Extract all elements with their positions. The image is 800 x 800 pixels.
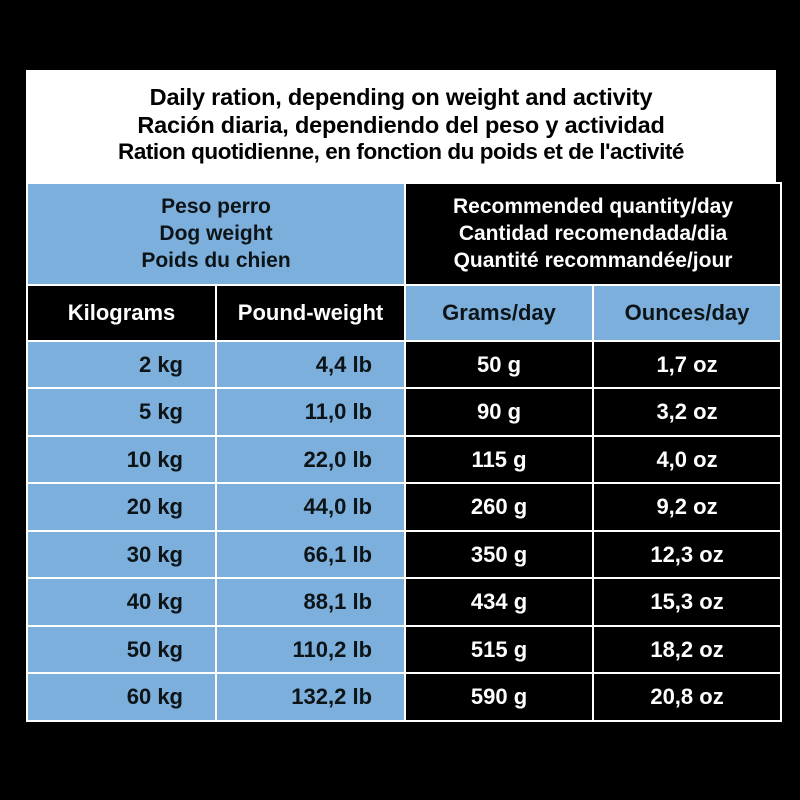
ration-table-body: Peso perro Dog weight Poids du chien Rec… bbox=[28, 184, 781, 720]
cell-grams-day: 434 g bbox=[406, 579, 593, 625]
cell-grams-day: 260 g bbox=[406, 484, 593, 530]
cell-pound-weight: 4,4 lb bbox=[217, 341, 405, 388]
group-header-dog-weight: Peso perro Dog weight Poids du chien bbox=[28, 184, 405, 285]
table-row: 50 kg 110,2 lb 515 g 18,2 oz bbox=[28, 626, 781, 673]
chart-title-english: Daily ration, depending on weight and ac… bbox=[149, 84, 653, 110]
cell-kilograms: 60 kg bbox=[28, 674, 215, 720]
chart-title-french: Ration quotidienne, en fonction du poids… bbox=[118, 139, 684, 165]
cell-ounces-day: 3,2 oz bbox=[594, 389, 781, 435]
cell-kilograms: 2 kg bbox=[28, 341, 215, 388]
cell-kilograms: 30 kg bbox=[28, 531, 215, 578]
cell-pound-weight: 44,0 lb bbox=[217, 484, 405, 530]
chart-title-block: Daily ration, depending on weight and ac… bbox=[26, 70, 776, 182]
column-header-row: Kilograms Pound-weight Grams/day Ounces/… bbox=[28, 286, 781, 340]
column-header-kilograms: Kilograms bbox=[28, 286, 215, 340]
group-header-recommended-quantity: Recommended quantity/day Cantidad recome… bbox=[406, 184, 781, 285]
ration-table: Peso perro Dog weight Poids du chien Rec… bbox=[26, 182, 783, 722]
cell-grams-day: 115 g bbox=[406, 436, 593, 483]
group-header-dog-weight-spanish: Peso perro bbox=[161, 194, 271, 218]
group-header-dog-weight-french: Poids du chien bbox=[141, 248, 291, 272]
cell-grams-day: 50 g bbox=[406, 341, 593, 388]
table-row: 20 kg 44,0 lb 260 g 9,2 oz bbox=[28, 484, 781, 530]
cell-pound-weight: 132,2 lb bbox=[217, 674, 405, 720]
table-row: 5 kg 11,0 lb 90 g 3,2 oz bbox=[28, 389, 781, 435]
cell-ounces-day: 20,8 oz bbox=[594, 674, 781, 720]
cell-grams-day: 590 g bbox=[406, 674, 593, 720]
table-row: 2 kg 4,4 lb 50 g 1,7 oz bbox=[28, 341, 781, 388]
table-row: 30 kg 66,1 lb 350 g 12,3 oz bbox=[28, 531, 781, 578]
cell-pound-weight: 110,2 lb bbox=[217, 626, 405, 673]
table-row: 10 kg 22,0 lb 115 g 4,0 oz bbox=[28, 436, 781, 483]
chart-title-spanish: Ración diaria, dependiendo del peso y ac… bbox=[137, 111, 665, 138]
cell-kilograms: 40 kg bbox=[28, 579, 215, 625]
cell-pound-weight: 88,1 lb bbox=[217, 579, 405, 625]
column-header-grams-day: Grams/day bbox=[406, 286, 593, 340]
cell-ounces-day: 1,7 oz bbox=[594, 341, 781, 388]
cell-grams-day: 515 g bbox=[406, 626, 593, 673]
cell-pound-weight: 11,0 lb bbox=[217, 389, 405, 435]
cell-ounces-day: 9,2 oz bbox=[594, 484, 781, 530]
group-header-quantity-english: Recommended quantity/day bbox=[452, 194, 734, 218]
cell-grams-day: 90 g bbox=[406, 389, 593, 435]
cell-grams-day: 350 g bbox=[406, 531, 593, 578]
column-header-ounces-day: Ounces/day bbox=[594, 286, 781, 340]
cell-kilograms: 50 kg bbox=[28, 626, 215, 673]
cell-ounces-day: 15,3 oz bbox=[594, 579, 781, 625]
group-header-row: Peso perro Dog weight Poids du chien Rec… bbox=[28, 184, 781, 285]
cell-ounces-day: 18,2 oz bbox=[594, 626, 781, 673]
group-header-quantity-spanish: Cantidad recomendada/dia bbox=[458, 221, 728, 245]
cell-ounces-day: 4,0 oz bbox=[594, 436, 781, 483]
cell-kilograms: 20 kg bbox=[28, 484, 215, 530]
column-header-pound-weight: Pound-weight bbox=[217, 286, 405, 340]
table-row: 60 kg 132,2 lb 590 g 20,8 oz bbox=[28, 674, 781, 720]
cell-kilograms: 5 kg bbox=[28, 389, 215, 435]
cell-pound-weight: 22,0 lb bbox=[217, 436, 405, 483]
table-row: 40 kg 88,1 lb 434 g 15,3 oz bbox=[28, 579, 781, 625]
cell-ounces-day: 12,3 oz bbox=[594, 531, 781, 578]
cell-kilograms: 10 kg bbox=[28, 436, 215, 483]
feeding-ration-chart: Daily ration, depending on weight and ac… bbox=[26, 70, 783, 722]
group-header-quantity-french: Quantité recommandée/jour bbox=[453, 248, 733, 272]
cell-pound-weight: 66,1 lb bbox=[217, 531, 405, 578]
group-header-dog-weight-english: Dog weight bbox=[159, 221, 273, 245]
